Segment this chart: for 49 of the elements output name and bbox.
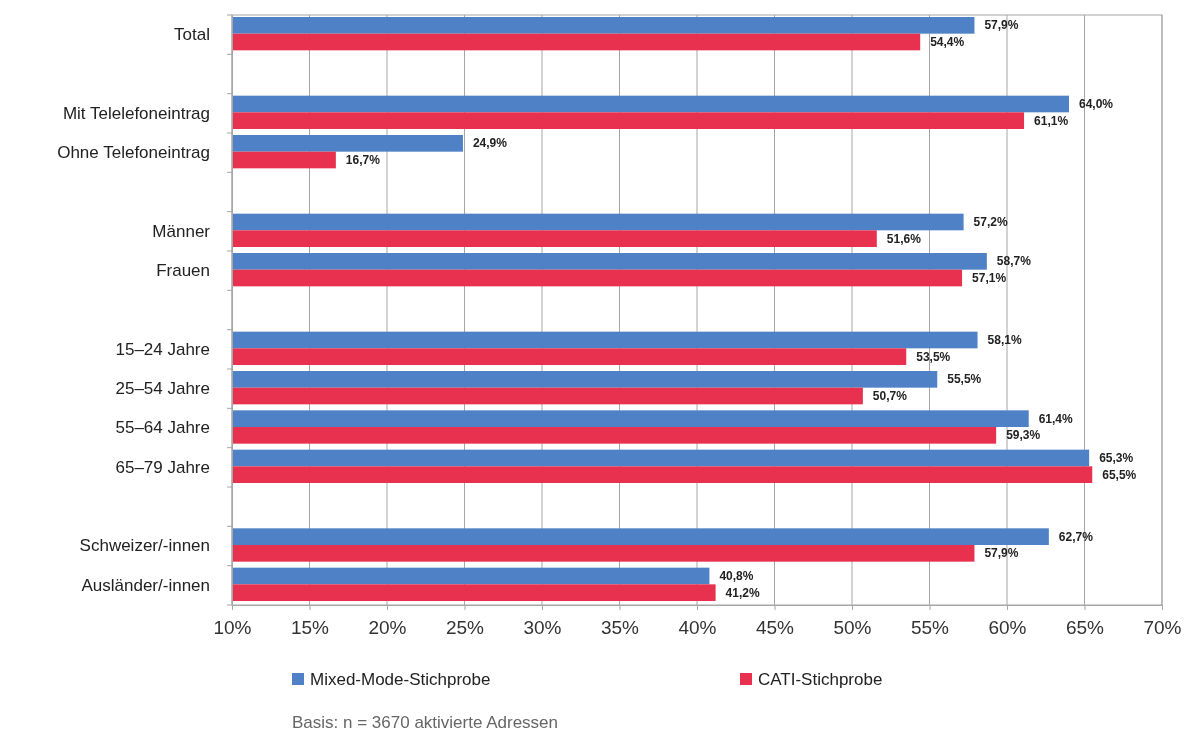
- data-label: 65,3%: [1099, 451, 1134, 465]
- data-label: 55,5%: [947, 372, 982, 387]
- data-label: 57,9%: [984, 546, 1019, 561]
- data-label: 57,1%: [972, 271, 1007, 285]
- data-label: 61,4%: [1038, 411, 1074, 426]
- x-tick-label: 30%: [523, 616, 562, 638]
- data-label: 57,2%: [973, 215, 1008, 229]
- y-tick-label: Schweizer/-innen: [79, 536, 210, 556]
- data-label: 64,0%: [1079, 97, 1114, 111]
- x-tick-label: 40%: [678, 616, 717, 638]
- x-tick-label: 25%: [445, 616, 485, 638]
- y-tick-label: Männer: [152, 221, 211, 241]
- data-label: 61,1%: [1034, 113, 1069, 128]
- legend-label: Mixed-Mode-Stichprobe: [310, 670, 491, 689]
- y-tick-label: Mit Telelefoneintrag: [62, 103, 210, 123]
- x-tick-label: 45%: [755, 616, 795, 638]
- data-label: 24,9%: [472, 136, 508, 151]
- data-label: 65,5%: [1102, 467, 1137, 482]
- x-tick-label: 60%: [988, 616, 1027, 638]
- data-label: 62,7%: [1058, 529, 1094, 544]
- x-tick-label: 35%: [600, 616, 640, 638]
- x-tick-label: 15%: [290, 616, 330, 638]
- data-label: 16,7%: [345, 153, 381, 167]
- legend-label: CATI-Stichprobe: [758, 670, 883, 689]
- x-tick-label: 55%: [910, 616, 950, 638]
- data-label: 40,8%: [719, 569, 754, 583]
- y-tick-label: 55–64 Jahre: [115, 418, 210, 438]
- data-label: 53,5%: [916, 349, 951, 364]
- data-label: 59,3%: [1006, 428, 1041, 443]
- x-tick-label: 50%: [833, 616, 872, 638]
- x-tick-label: 20%: [368, 616, 407, 638]
- data-label: 58,1%: [987, 333, 1022, 347]
- data-label: 58,7%: [996, 254, 1032, 269]
- data-label: 51,6%: [886, 231, 922, 246]
- data-label: 50,7%: [872, 389, 908, 403]
- data-label: 57,9%: [984, 18, 1019, 33]
- x-tick-label: 70%: [1143, 616, 1182, 638]
- y-tick-label: Ohne Telefoneintrag: [57, 143, 210, 163]
- y-tick-label: Frauen: [156, 261, 210, 281]
- data-label: 54,4%: [930, 35, 965, 49]
- y-tick-label: 65–79 Jahre: [115, 457, 210, 477]
- text: Basis: n = 3670 aktivierte Adressen: [292, 713, 559, 732]
- y-tick-label: 25–54 Jahre: [115, 379, 210, 399]
- y-tick-label: Ausländer/-innen: [81, 575, 210, 595]
- data-label: 41,2%: [725, 585, 760, 600]
- x-tick-label: 10%: [213, 616, 252, 638]
- y-tick-label: 15–24 Jahre: [115, 339, 210, 359]
- x-tick-label: 65%: [1065, 616, 1105, 638]
- y-tick-label: Total: [174, 25, 210, 45]
